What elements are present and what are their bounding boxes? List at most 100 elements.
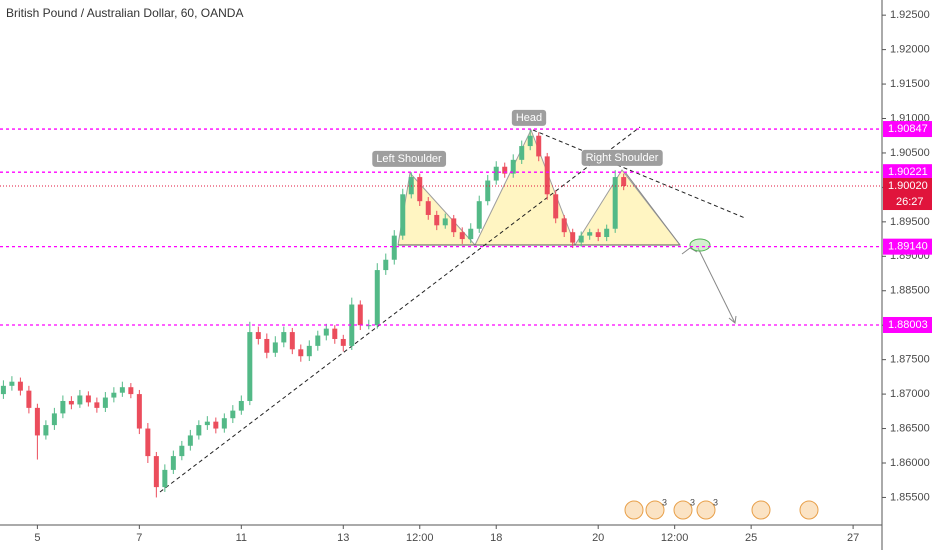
- candle-body: [102, 397, 108, 408]
- candle-body: [587, 232, 593, 236]
- candle-body: [26, 390, 32, 408]
- candle-body: [570, 232, 576, 243]
- current-price-label: 1.90020: [888, 180, 928, 192]
- candles: [0, 128, 627, 498]
- annotation-box: [372, 150, 447, 167]
- target-ellipse: [689, 238, 711, 252]
- y-tick-label: 1.86000: [890, 457, 930, 469]
- candle-body: [527, 135, 533, 147]
- y-tick-label: 1.90500: [890, 147, 930, 159]
- candle-body: [51, 413, 57, 426]
- candle-body: [85, 395, 91, 403]
- x-tick-label: 27: [847, 532, 859, 544]
- candle-body: [264, 338, 270, 353]
- candle-body: [162, 469, 168, 488]
- candle-body: [366, 325, 372, 327]
- x-tick-label: 7: [136, 532, 142, 544]
- chart-title: British Pound / Australian Dollar, 60, O…: [6, 6, 243, 20]
- candle-body: [578, 235, 584, 243]
- candle-body: [230, 410, 236, 419]
- x-tick-label: 13: [337, 532, 349, 544]
- candle-body: [442, 218, 448, 226]
- annotation: Left Shoulder: [376, 153, 442, 165]
- candle-body: [349, 304, 355, 346]
- candle-body: [43, 425, 49, 436]
- candle-body: [17, 381, 23, 391]
- candle-body: [213, 421, 219, 429]
- countdown: 26:27: [896, 196, 924, 208]
- candle-body: [425, 201, 431, 215]
- candle-body: [204, 421, 210, 426]
- x-tick-label: 12:00: [661, 532, 689, 544]
- candle-body: [94, 402, 100, 408]
- candle-body: [298, 349, 304, 357]
- event-badge: 3: [713, 497, 718, 507]
- event-icons: 3 3 3: [624, 497, 819, 520]
- annotation-box: [581, 149, 663, 166]
- trend-line: [532, 129, 746, 219]
- candle-body: [281, 332, 287, 343]
- current-price-box: [883, 178, 932, 211]
- levels: [0, 128, 882, 326]
- y-tick-label: 1.87500: [890, 354, 930, 366]
- price-axis: [882, 0, 932, 550]
- candle-body: [383, 259, 389, 271]
- candle-body: [417, 177, 423, 202]
- candle-body: [136, 394, 142, 429]
- y-tick-label: 1.85500: [890, 491, 930, 503]
- candle-body: [485, 180, 491, 202]
- trend-line: [159, 126, 641, 493]
- event-icon: [799, 500, 819, 520]
- candle-body: [400, 194, 406, 236]
- level-label: 1.88003: [888, 319, 928, 331]
- candle-body: [391, 235, 397, 260]
- candle-body: [315, 335, 321, 346]
- candle-body: [502, 166, 508, 174]
- y-tick-label: 1.86500: [890, 422, 930, 434]
- candle-body: [493, 166, 499, 181]
- annotation: Head: [516, 112, 542, 124]
- candle-body: [145, 428, 151, 457]
- level-label-box: [883, 164, 932, 181]
- candle-body: [247, 332, 253, 401]
- level-label-box: [883, 316, 932, 333]
- candle-body: [561, 218, 567, 233]
- candle-body: [476, 201, 482, 229]
- level-label: 1.89140: [888, 241, 928, 253]
- candle-body: [357, 304, 363, 326]
- x-tick-label: 20: [592, 532, 604, 544]
- candle-body: [0, 385, 6, 395]
- annotation: Right Shoulder: [586, 152, 659, 164]
- event-icon: [624, 500, 644, 520]
- candle-body: [128, 387, 134, 395]
- candle-body: [340, 338, 346, 346]
- y-tick-label: 1.88500: [890, 285, 930, 297]
- candle-body: [332, 328, 338, 339]
- event-icon: [751, 500, 771, 520]
- y-tick-label: 1.89500: [890, 216, 930, 228]
- projection-line: [624, 171, 681, 246]
- candle-body: [272, 342, 278, 353]
- event-icon: [645, 500, 665, 520]
- candle-body: [179, 445, 185, 457]
- axes: 1.85500 1.86000 1.86500 1.87000 1.87500 1.880…: [34, 9, 932, 544]
- event-badge: 3: [690, 497, 695, 507]
- candle-body: [153, 456, 159, 488]
- candle-body: [612, 177, 618, 229]
- arrow-head: [681, 247, 698, 255]
- candle-body: [238, 400, 244, 411]
- y-tick-label: 1.87000: [890, 388, 930, 400]
- x-tick-label: 5: [34, 532, 40, 544]
- candle-body: [289, 332, 295, 350]
- candle-body: [170, 456, 176, 470]
- level-label: 1.90847: [888, 123, 928, 135]
- candle-body: [374, 270, 380, 326]
- candle-body: [468, 228, 474, 240]
- candle-body: [451, 218, 457, 233]
- candle-body: [553, 194, 559, 219]
- candle-body: [34, 407, 40, 436]
- candle-body: [434, 214, 440, 226]
- x-tick-label: 12:00: [406, 532, 434, 544]
- level-label: 1.90221: [888, 166, 928, 178]
